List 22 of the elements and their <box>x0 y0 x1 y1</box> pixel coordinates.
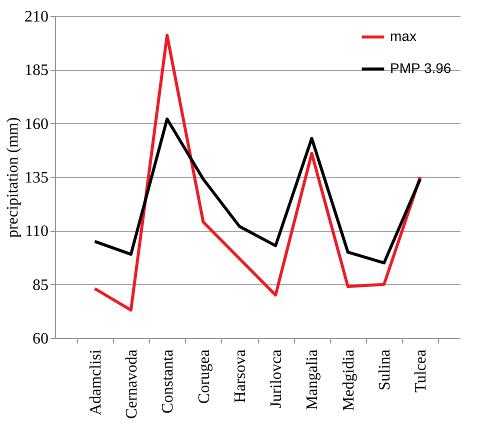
x-tick-label: Medgidia <box>340 350 358 411</box>
x-tick-label: Tulcea <box>412 350 430 392</box>
line-series <box>93 118 422 264</box>
y-tick-label: 60 <box>32 330 48 348</box>
x-tick-label: Jurilovca <box>268 350 286 408</box>
legend-label: PMP 3.96 <box>390 60 452 76</box>
x-tick-label: Harsova <box>232 350 249 403</box>
x-tick-label: Cernavoda <box>123 350 140 419</box>
x-tick-label: Mangalia <box>304 350 322 410</box>
line-series <box>93 34 422 312</box>
x-tick-label: Constanta <box>160 350 177 414</box>
y-tick-label: 135 <box>24 170 48 186</box>
y-tick-label: 85 <box>32 276 48 294</box>
y-tick-label: 160 <box>24 116 48 133</box>
legend-label: max <box>390 28 416 44</box>
x-tick-label: Adamclisi <box>87 348 104 416</box>
x-tick-label: Sulina <box>376 350 394 390</box>
y-axis-title: precipitation (mm) <box>4 117 22 238</box>
y-tick-label: 185 <box>24 62 48 80</box>
y-tick-label: 210 <box>24 8 48 26</box>
x-tick-label: Corugea <box>196 350 213 404</box>
y-tick-label: 110 <box>25 223 48 240</box>
